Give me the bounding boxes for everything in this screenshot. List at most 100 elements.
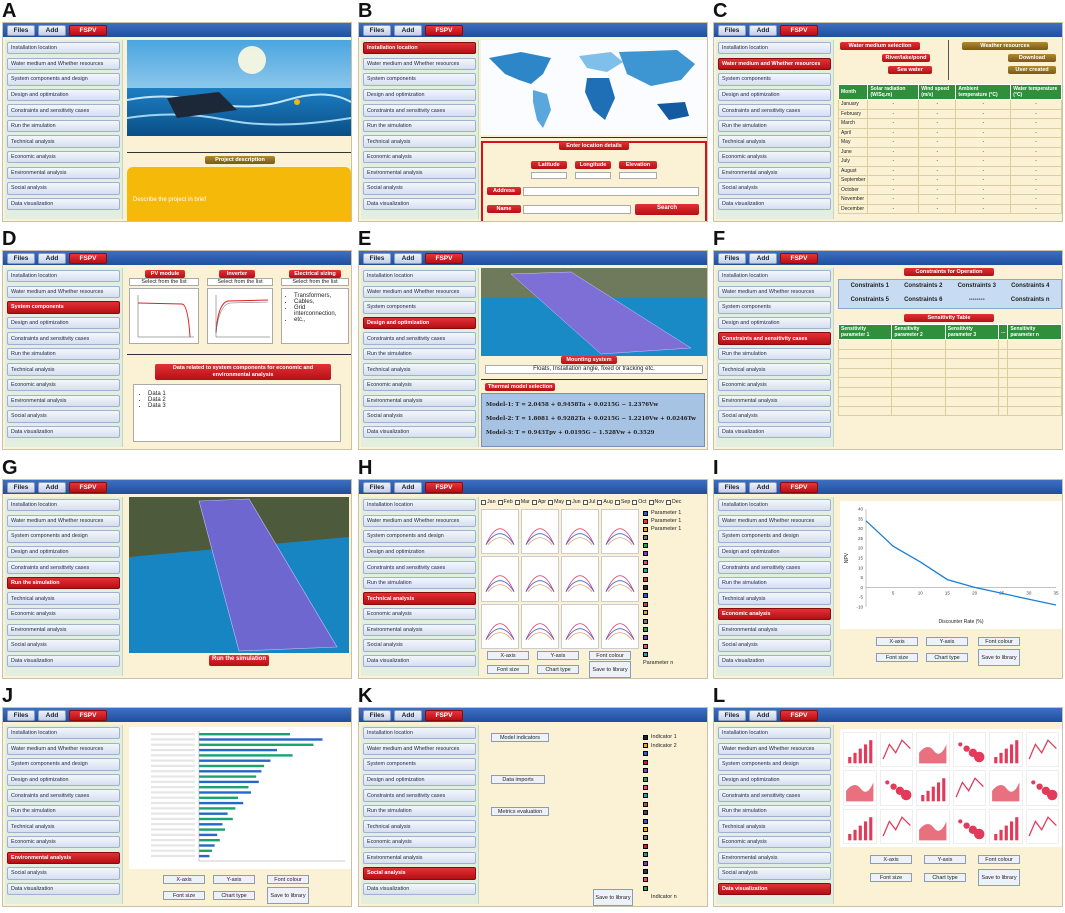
sidebar-item[interactable]: Installation location bbox=[718, 42, 831, 55]
legend-item[interactable]: Parameter n bbox=[643, 659, 707, 667]
fspv-button[interactable]: FSPV bbox=[780, 24, 818, 36]
legend-item[interactable]: Parameter 1 bbox=[643, 509, 707, 517]
sidebar-item[interactable]: Installation location bbox=[7, 270, 120, 283]
sidebar-item[interactable]: Social analysis bbox=[718, 867, 831, 880]
sidebar-item[interactable]: System components and design bbox=[7, 758, 120, 771]
legend-item[interactable] bbox=[643, 575, 707, 583]
model-indicators-button[interactable]: Model indicators bbox=[491, 733, 549, 742]
download-option[interactable]: Download bbox=[1008, 54, 1056, 62]
sidebar-item[interactable]: Technical analysis bbox=[7, 363, 120, 376]
indicator-item[interactable] bbox=[643, 758, 707, 766]
add-button[interactable]: Add bbox=[394, 252, 422, 264]
sidebar-item[interactable]: Water medium and Whether resources bbox=[718, 514, 831, 527]
sidebar-item[interactable]: Water medium and Whether resources bbox=[718, 57, 831, 70]
chart-thumbnail[interactable] bbox=[843, 770, 877, 806]
sidebar-item[interactable]: Run the simulation bbox=[7, 347, 120, 361]
sidebar-item[interactable]: Installation location bbox=[718, 499, 831, 512]
weather-resources-button[interactable]: Weather resources bbox=[962, 42, 1048, 50]
sidebar-item[interactable]: Design and optimization bbox=[7, 316, 120, 330]
sidebar-item[interactable]: Design and optimization bbox=[718, 88, 831, 102]
fspv-button[interactable]: FSPV bbox=[425, 709, 463, 721]
add-button[interactable]: Add bbox=[749, 709, 777, 721]
sidebar-item[interactable]: Economic analysis bbox=[7, 608, 120, 621]
legend-item[interactable] bbox=[643, 558, 707, 566]
save-to-library-button[interactable]: Save to library bbox=[978, 869, 1020, 886]
sidebar-item[interactable]: Installation location bbox=[7, 42, 120, 55]
chart-type-button[interactable]: Chart type bbox=[926, 653, 968, 662]
files-button[interactable]: Files bbox=[718, 481, 746, 493]
sidebar-item[interactable]: Design and optimization bbox=[363, 545, 476, 559]
thermal-model-option[interactable]: Model-1: T = 2.0458 + 0.9458Ta + 0.0215G… bbox=[486, 402, 659, 408]
font-size-button[interactable]: Font size bbox=[487, 665, 529, 674]
sidebar-item[interactable]: Technical analysis bbox=[718, 135, 831, 148]
sidebar-item[interactable]: Run the simulation bbox=[718, 804, 831, 818]
files-button[interactable]: Files bbox=[363, 24, 391, 36]
sidebar-item[interactable]: Technical analysis bbox=[7, 135, 120, 148]
chart-thumbnail[interactable] bbox=[952, 770, 987, 806]
files-button[interactable]: Files bbox=[363, 481, 391, 493]
sidebar-item[interactable]: Technical analysis bbox=[363, 135, 476, 148]
sidebar-item[interactable]: Constraints and sensitivity cases bbox=[363, 789, 476, 802]
sidebar-item[interactable]: Data visualization bbox=[363, 197, 476, 211]
legend-item[interactable] bbox=[643, 625, 707, 633]
chart-thumbnail[interactable] bbox=[916, 770, 950, 806]
sidebar-item[interactable]: Data visualization bbox=[718, 425, 831, 439]
files-button[interactable]: Files bbox=[718, 252, 746, 264]
sidebar-item[interactable]: System components bbox=[718, 73, 831, 86]
sidebar-item[interactable]: Constraints and sensitivity cases bbox=[7, 104, 120, 117]
metrics-evaluation-button[interactable]: Metrics evaluation bbox=[491, 807, 549, 816]
sidebar-item[interactable]: Water medium and Whether resources bbox=[7, 285, 120, 298]
files-button[interactable]: Files bbox=[363, 709, 391, 721]
indicator-item[interactable] bbox=[643, 867, 707, 875]
legend-item[interactable] bbox=[643, 642, 707, 650]
sidebar-item[interactable]: Technical analysis bbox=[363, 363, 476, 376]
month-checkbox[interactable]: Jul bbox=[582, 497, 595, 507]
sidebar-item[interactable]: Data visualization bbox=[718, 882, 831, 896]
font-size-button[interactable]: Font size bbox=[870, 873, 912, 882]
files-button[interactable]: Files bbox=[7, 481, 35, 493]
legend-item[interactable] bbox=[643, 550, 707, 558]
month-checkbox[interactable]: May bbox=[548, 497, 564, 507]
legend-item[interactable] bbox=[643, 600, 707, 608]
sidebar-item[interactable]: Run the simulation bbox=[363, 119, 476, 133]
sidebar-item[interactable]: Installation location bbox=[718, 270, 831, 283]
legend-item[interactable] bbox=[643, 592, 707, 600]
sidebar-item[interactable]: Constraints and sensitivity cases bbox=[363, 332, 476, 345]
add-button[interactable]: Add bbox=[394, 24, 422, 36]
legend-item[interactable] bbox=[643, 617, 707, 625]
files-button[interactable]: Files bbox=[363, 252, 391, 264]
electrical-sizing-select[interactable]: Select from the list bbox=[281, 278, 349, 286]
fspv-button[interactable]: FSPV bbox=[425, 481, 463, 493]
sea-water-option[interactable]: Sea water bbox=[888, 66, 932, 74]
fspv-button[interactable]: FSPV bbox=[780, 709, 818, 721]
sidebar-item[interactable]: Data visualization bbox=[7, 882, 120, 896]
save-to-library-button[interactable]: Save to library bbox=[267, 887, 309, 904]
sidebar-item[interactable]: Water medium and Whether resources bbox=[718, 742, 831, 755]
indicator-item[interactable] bbox=[643, 817, 707, 825]
add-button[interactable]: Add bbox=[749, 24, 777, 36]
sidebar-item[interactable]: Design and optimization bbox=[7, 773, 120, 787]
sidebar-item[interactable]: Installation location bbox=[363, 499, 476, 512]
sidebar-item[interactable]: Environmental analysis bbox=[7, 851, 120, 865]
sidebar-item[interactable]: Run the simulation bbox=[718, 576, 831, 590]
thermal-model-option[interactable]: Model-3: T = 0.943Tpv + 0.0195G − 1.528V… bbox=[486, 430, 655, 436]
month-checkbox[interactable]: Aug bbox=[597, 497, 613, 507]
sidebar-item[interactable]: Social analysis bbox=[718, 410, 831, 423]
sidebar-item[interactable]: Water medium and Whether resources bbox=[7, 742, 120, 755]
sidebar-item[interactable]: Run the simulation bbox=[363, 576, 476, 590]
legend-item[interactable] bbox=[643, 634, 707, 642]
thermal-model-option[interactable]: Model-2: T = 1.8081 + 0.9282Ta + 0.0215G… bbox=[486, 416, 696, 422]
sidebar-item[interactable]: Environmental analysis bbox=[7, 166, 120, 180]
sidebar-item[interactable]: Constraints and sensitivity cases bbox=[363, 561, 476, 574]
latitude-input[interactable] bbox=[531, 172, 567, 179]
sidebar-item[interactable]: Installation location bbox=[363, 727, 476, 740]
font-size-button[interactable]: Font size bbox=[163, 891, 205, 900]
sidebar-item[interactable]: Environmental analysis bbox=[363, 851, 476, 865]
indicator-item[interactable] bbox=[643, 800, 707, 808]
sidebar-item[interactable]: Economic analysis bbox=[718, 608, 831, 621]
fspv-button[interactable]: FSPV bbox=[69, 24, 107, 36]
sidebar-item[interactable]: System components bbox=[7, 301, 120, 314]
legend-item[interactable]: Parameter 1 bbox=[643, 517, 707, 525]
sidebar-item[interactable]: Environmental analysis bbox=[718, 851, 831, 865]
chart-thumbnail[interactable] bbox=[916, 732, 950, 768]
